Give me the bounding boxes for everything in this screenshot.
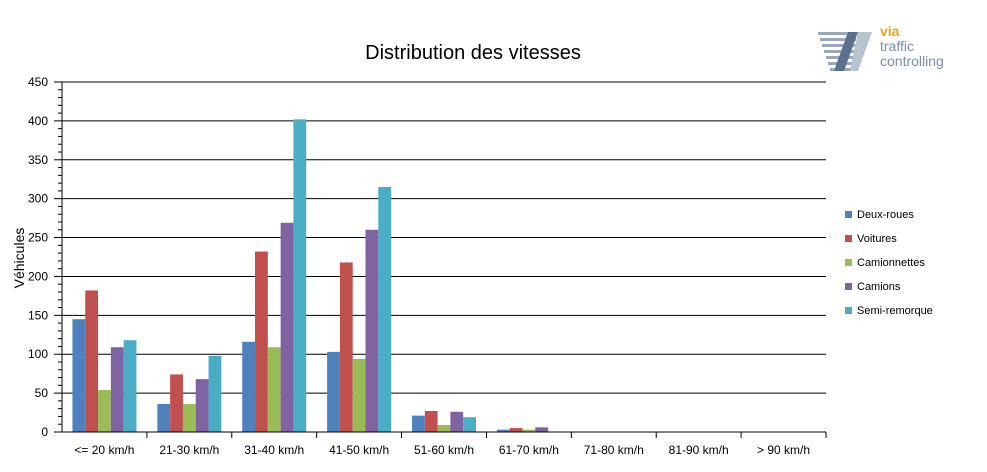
chart-title: Distribution des vitesses (365, 42, 581, 64)
y-tick-label: 250 (28, 231, 48, 245)
y-tick-label: 100 (28, 347, 48, 361)
x-tick-label: 21-30 km/h (159, 443, 219, 457)
x-tick-label: 71-80 km/h (584, 443, 644, 457)
bar (424, 411, 438, 432)
x-tick-label: 81-90 km/h (669, 443, 729, 457)
brand-logo: via traffic controlling (818, 24, 968, 80)
logo-text-via: via (880, 23, 900, 39)
bar (339, 262, 353, 432)
bar (123, 340, 137, 432)
y-tick-label: 350 (28, 153, 48, 167)
bar (450, 411, 464, 432)
y-tick-label: 200 (28, 269, 48, 283)
bar (170, 374, 183, 432)
bars (72, 119, 549, 432)
bar (157, 404, 171, 432)
x-tick-label: > 90 km/h (757, 443, 810, 457)
legend-label: Deux-roues (857, 209, 914, 221)
y-tick-label: 50 (35, 386, 49, 400)
bar (412, 415, 425, 432)
legend-swatch (845, 283, 852, 290)
legend-swatch (845, 259, 852, 266)
bar (110, 347, 124, 432)
bar (437, 425, 451, 432)
logo-mark-icon (818, 32, 872, 71)
bar (365, 229, 379, 432)
bar (352, 358, 366, 432)
bar (182, 404, 196, 432)
bar (255, 251, 268, 432)
logo-text-traffic: traffic (880, 38, 914, 54)
y-tick-label: 150 (28, 308, 48, 322)
legend-label: Voitures (857, 233, 897, 245)
bar (496, 429, 510, 432)
legend-swatch (845, 307, 852, 314)
x-tick-label: <= 20 km/h (74, 443, 134, 457)
logo-text-controlling: controlling (880, 53, 944, 69)
y-tick-label: 300 (28, 192, 48, 206)
bar (327, 351, 340, 432)
x-tick-label: 61-70 km/h (499, 443, 559, 457)
y-axis-label: Véhicules (11, 228, 27, 289)
bar (535, 427, 549, 432)
legend-label: Camionnettes (857, 257, 925, 269)
legend-swatch (845, 235, 852, 242)
bar (522, 429, 536, 432)
bar (267, 347, 281, 432)
grid-lines (62, 81, 826, 394)
x-tick-label: 51-60 km/h (414, 443, 474, 457)
bar (85, 290, 99, 432)
bar (72, 319, 86, 432)
bar (293, 119, 307, 432)
x-tick-label: 31-40 km/h (244, 443, 304, 457)
bar (378, 187, 392, 432)
legend-label: Camions (857, 281, 901, 293)
bar (280, 222, 294, 432)
legend: Deux-roues Voitures Camionnettes Camions Sem… (845, 209, 933, 317)
y-tick-label: 0 (41, 425, 48, 439)
y-tick-label: 450 (28, 75, 48, 89)
legend-swatch (845, 211, 852, 218)
legend-label: Semi-remorque (857, 305, 933, 317)
bar (509, 428, 523, 432)
bar (242, 341, 256, 432)
x-tick-label: 41-50 km/h (329, 443, 389, 457)
bar (463, 417, 476, 432)
axes: 0 50 100 150 200 250 300 350 400 450 <= 20 km/h 21-… (28, 75, 827, 457)
bar (208, 355, 222, 432)
bar (195, 379, 209, 432)
y-tick-label: 400 (28, 114, 48, 128)
bar (98, 390, 111, 432)
